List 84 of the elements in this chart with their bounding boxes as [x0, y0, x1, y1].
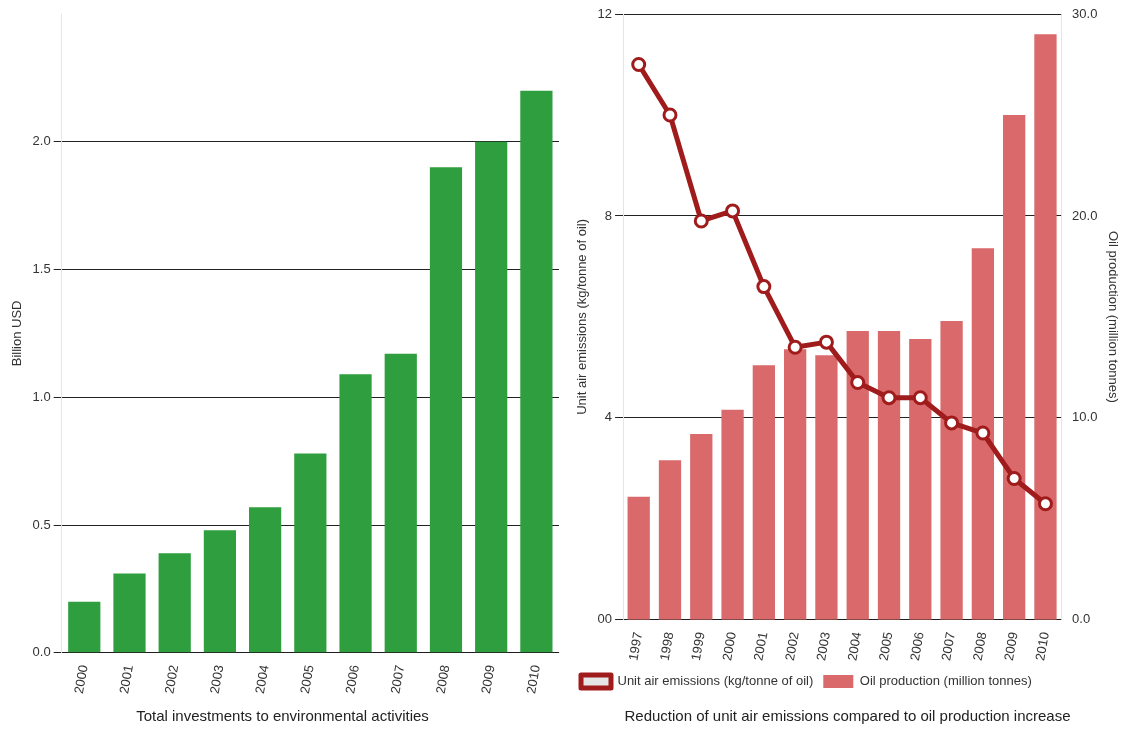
y-tick-label: 00 [597, 611, 613, 627]
x-tick-label: 2006 [906, 630, 927, 662]
point [725, 203, 741, 219]
bar [909, 339, 932, 620]
bar [294, 453, 327, 653]
x-tick-label: 2008 [432, 663, 453, 695]
bar [627, 496, 650, 620]
bar [1003, 114, 1026, 620]
y-tick-label: 0.0 [32, 644, 51, 660]
x-tick-label: 2000 [70, 663, 91, 695]
y2-tick-label: 0.0 [1072, 611, 1091, 627]
x-tick-label: 2001 [116, 663, 136, 695]
bar [475, 141, 508, 653]
x-tick-label: 2002 [781, 630, 802, 662]
x-tick-label: 2005 [297, 663, 317, 695]
x-tick-label: 2006 [342, 663, 363, 695]
y2-tick-label: 20.0 [1072, 207, 1098, 223]
point [1037, 496, 1053, 512]
bar [158, 553, 191, 653]
x-tick-label: 2009 [477, 663, 498, 695]
bar [249, 507, 282, 653]
x-tick-label: 2004 [844, 630, 865, 662]
x-tick-label: 2005 [875, 630, 896, 662]
bar [658, 460, 682, 620]
bar [384, 353, 417, 653]
bar [877, 331, 901, 620]
bar [940, 320, 963, 620]
bar [784, 349, 807, 620]
bar [339, 374, 372, 653]
point [693, 213, 709, 229]
point [631, 56, 647, 72]
y2-tick-label: 30.0 [1072, 5, 1098, 21]
point [881, 390, 897, 406]
point [818, 334, 834, 350]
x-tick-label: 1997 [625, 630, 646, 662]
bar [690, 434, 713, 620]
x-tick-label: 1998 [656, 630, 677, 662]
y-tick-label: 12 [597, 5, 613, 21]
x-tick-label: 2004 [251, 663, 272, 695]
x-tick-label: 2009 [1000, 630, 1021, 662]
y-tick-label: 1.5 [32, 261, 51, 277]
point [850, 375, 866, 391]
bar [520, 90, 553, 653]
y-tick-label: 2.0 [32, 133, 51, 149]
x-tick-label: 2003 [206, 663, 227, 695]
y-tick-label: 4 [604, 409, 613, 425]
bar [68, 601, 101, 653]
y-axis-title: Unit air emissions (kg/tonne of oil) [574, 219, 590, 415]
y-tick-label: 8 [604, 207, 613, 223]
x-tick-label: 2007 [387, 663, 408, 695]
bar [721, 409, 744, 620]
bar [113, 573, 146, 653]
bar [429, 167, 463, 653]
x-tick-label: 2008 [969, 630, 990, 662]
x-tick-label: 2000 [719, 630, 740, 662]
bar [971, 248, 995, 620]
text: Reduction of unit air emissions compared to oil production increase [624, 707, 1071, 725]
text: Total investments to environmental activities [136, 707, 429, 725]
bar [203, 530, 237, 653]
y2-axis-title: Oil production (million tonnes) [1105, 230, 1121, 403]
bar [752, 365, 775, 620]
point [1006, 470, 1022, 486]
point [787, 339, 803, 355]
bar [815, 355, 838, 620]
x-tick-label: 2001 [750, 630, 771, 662]
bar [846, 331, 869, 620]
y-axis-title: Billion USD [9, 300, 25, 367]
point [662, 107, 678, 123]
point [975, 425, 991, 441]
x-tick-label: 2002 [161, 663, 182, 695]
point [912, 390, 928, 406]
point [756, 279, 772, 295]
y-tick-label: 1.0 [32, 388, 51, 404]
point [944, 415, 960, 431]
y-tick-label: 0.5 [32, 516, 51, 532]
bar [1034, 34, 1057, 620]
x-tick-label: 1999 [687, 630, 708, 662]
y2-tick-label: 10.0 [1072, 409, 1098, 425]
legend-label: Unit air emissions (kg/tonne of oil) [617, 673, 814, 689]
x-tick-label: 2010 [523, 663, 543, 695]
legend-label: Oil production (million tonnes) [859, 673, 1032, 689]
x-tick-label: 2003 [813, 630, 833, 662]
x-tick-label: 2010 [1032, 630, 1052, 662]
x-tick-label: 2007 [938, 630, 959, 662]
